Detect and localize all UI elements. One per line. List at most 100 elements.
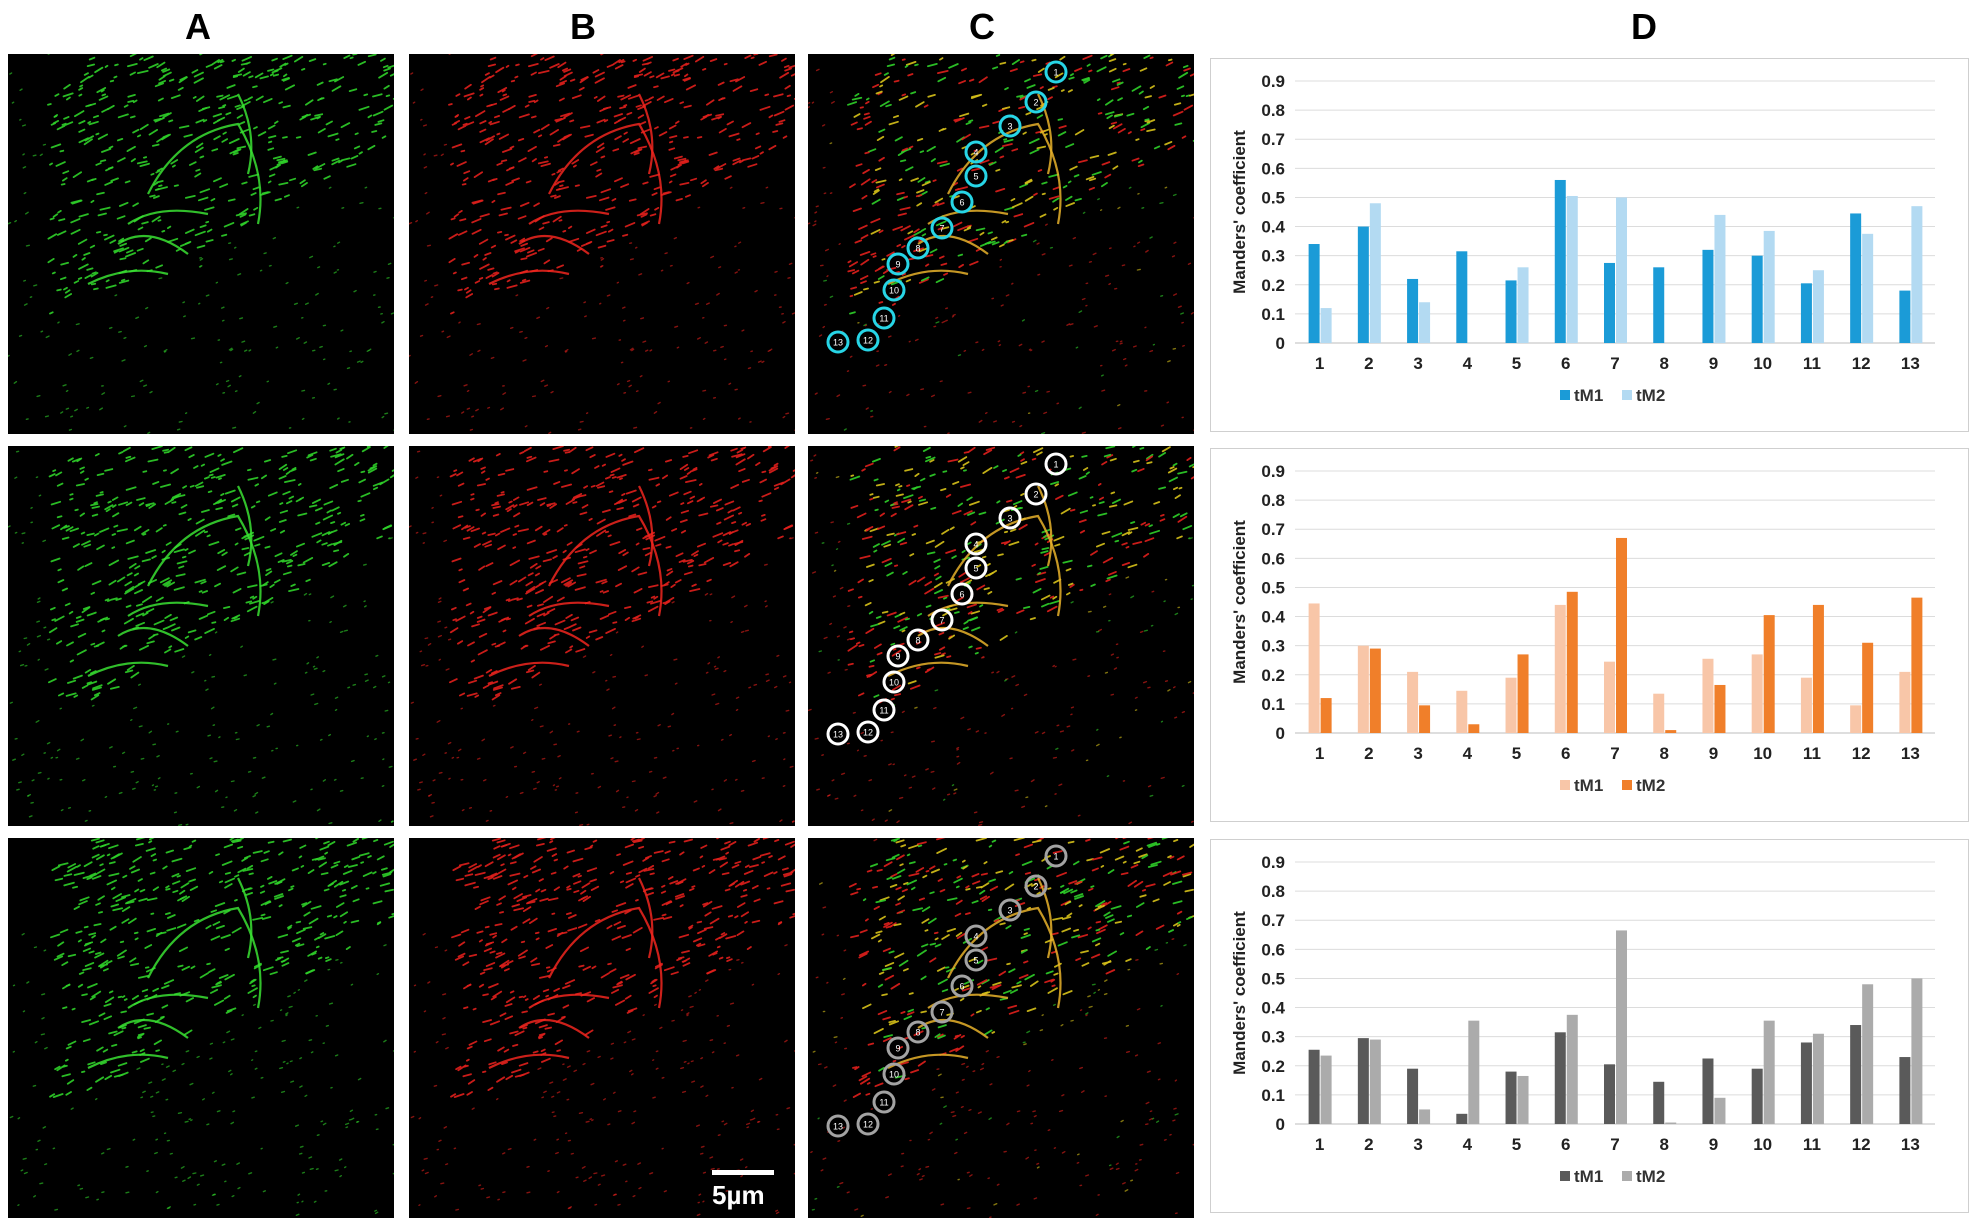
y-tick-label-0.2: 0.2 (1261, 666, 1285, 685)
x-tick-label-12: 12 (1852, 354, 1871, 373)
filament-4 (638, 485, 654, 567)
x-tick-label-13: 13 (1901, 1135, 1920, 1154)
bar-tM1-4 (1456, 1113, 1468, 1124)
y-tick-label-0.9: 0.9 (1261, 853, 1285, 872)
roi-ring-10 (882, 278, 906, 302)
roi-ring-6 (950, 974, 974, 998)
filament-3 (518, 1018, 590, 1039)
roi-number-10: 10 (889, 286, 899, 296)
legend-swatch-tM1 (1560, 780, 1570, 790)
y-axis-label: Manders' coefficient (1230, 911, 1249, 1075)
x-tick-label-3: 3 (1413, 1135, 1422, 1154)
roi-ring-1 (1044, 844, 1068, 868)
bar-tM2-9 (1714, 1097, 1726, 1124)
micrograph-row1-col1 (8, 54, 394, 434)
legend-swatch-tM2 (1622, 780, 1632, 790)
chart-2-svg: 0 0.1 0.2 0.3 0.4 0.5 0.6 0.7 0.8 0.9 Manders' coe… (1230, 462, 1935, 795)
roi-ring-2 (1024, 90, 1048, 114)
micrograph-row3-col3: 1 2 3 4 5 6 7 8 9 10 11 12 13 (808, 838, 1194, 1218)
roi-ring-3 (998, 898, 1022, 922)
roi-number-6: 6 (959, 982, 964, 992)
micrograph-svg-row2-col1 (8, 446, 394, 826)
scale-bar-label: 5µm (712, 1180, 765, 1210)
y-tick-label-0.9: 0.9 (1261, 462, 1285, 481)
x-tick-label-8: 8 (1659, 744, 1668, 763)
roi-ring-6 (950, 190, 974, 214)
roi-ring-4 (964, 924, 988, 948)
bar-tM2-1 (1320, 308, 1332, 343)
bar-tM1-1 (1308, 244, 1320, 343)
bar-tM1-13 (1899, 1057, 1911, 1124)
x-tick-label-11: 11 (1803, 744, 1821, 763)
bar-tM2-5 (1517, 267, 1529, 343)
bar-tM2-6 (1566, 1014, 1578, 1124)
bar-tM1-13 (1899, 671, 1911, 733)
bar-tM2-1 (1320, 698, 1332, 733)
roi-ring-7 (930, 608, 954, 632)
bar-tM1-12 (1850, 213, 1862, 343)
bar-tM1-10 (1751, 654, 1763, 733)
roi-number-11: 11 (879, 1098, 888, 1108)
y-tick-label-0.1: 0.1 (1261, 695, 1285, 714)
roi-ring-7 (930, 216, 954, 240)
bar-tM2-3 (1419, 705, 1431, 733)
x-tick-label-9: 9 (1709, 354, 1718, 373)
bar-tM2-8 (1665, 1122, 1677, 1124)
roi-number-13: 13 (833, 338, 843, 348)
x-tick-label-3: 3 (1413, 744, 1422, 763)
x-tick-label-9: 9 (1709, 1135, 1718, 1154)
y-tick-label-0.2: 0.2 (1261, 1057, 1285, 1076)
roi-number-9: 9 (895, 260, 900, 270)
chart-1: 0 0.1 0.2 0.3 0.4 0.5 0.6 0.7 0.8 0.9 Manders' coe… (1210, 58, 1969, 432)
bar-tM1-5 (1505, 1071, 1517, 1124)
x-tick-label-8: 8 (1659, 354, 1668, 373)
bar-tM2-11 (1812, 270, 1824, 343)
bar-tM2-13 (1911, 597, 1923, 733)
x-tick-label-6: 6 (1561, 744, 1570, 763)
bar-tM2-9 (1714, 684, 1726, 733)
roi-number-3: 3 (1007, 514, 1012, 524)
x-tick-label-10: 10 (1753, 354, 1772, 373)
filament-2 (528, 209, 610, 225)
column-label-d: D (1631, 6, 1657, 47)
bar-tM2-12 (1862, 233, 1874, 343)
roi-number-13: 13 (833, 730, 843, 740)
x-tick-label-3: 3 (1413, 354, 1422, 373)
x-tick-label-6: 6 (1561, 354, 1570, 373)
micrograph-row2-col3: 1 2 3 4 5 6 7 8 9 10 11 12 13 (808, 446, 1194, 826)
bar-tM2-5 (1517, 1075, 1529, 1124)
roi-number-5: 5 (973, 956, 978, 966)
bar-tM1-9 (1702, 658, 1714, 733)
roi-ring-5 (964, 556, 988, 580)
roi-ring-3 (998, 506, 1022, 530)
bar-tM2-4 (1468, 1020, 1480, 1124)
filament-2 (528, 601, 610, 617)
x-tick-label-7: 7 (1610, 354, 1619, 373)
roi-number-4: 4 (973, 932, 978, 942)
y-tick-label-0.6: 0.6 (1261, 549, 1285, 568)
bar-tM2-12 (1862, 984, 1874, 1124)
y-tick-label-0: 0 (1276, 724, 1285, 743)
y-tick-label-0.3: 0.3 (1261, 247, 1285, 266)
y-tick-label-0.4: 0.4 (1261, 999, 1285, 1018)
bar-tM1-6 (1554, 179, 1566, 343)
roi-ring-8 (906, 236, 930, 260)
filament-5 (488, 1053, 570, 1069)
legend-swatch-tM1 (1560, 1171, 1570, 1181)
y-tick-label-0.5: 0.5 (1261, 969, 1285, 988)
roi-ring-9 (886, 252, 910, 276)
bar-tM1-4 (1456, 690, 1468, 733)
micrograph-row1-col3: 1 2 3 4 5 6 7 8 9 10 11 12 13 (808, 54, 1194, 434)
filament-3 (518, 234, 590, 255)
roi-number-12: 12 (863, 1120, 873, 1130)
roi-ring-6 (950, 582, 974, 606)
bar-tM1-2 (1357, 1038, 1369, 1124)
roi-number-7: 7 (939, 1008, 944, 1018)
roi-ring-4 (964, 532, 988, 556)
bar-tM1-8 (1653, 267, 1665, 343)
filament-5 (488, 269, 570, 285)
y-tick-label-0.4: 0.4 (1261, 218, 1285, 237)
micrograph-row3-col1 (8, 838, 394, 1218)
chart-1-svg: 0 0.1 0.2 0.3 0.4 0.5 0.6 0.7 0.8 0.9 Manders' coe… (1230, 72, 1935, 405)
bar-tM1-1 (1308, 1049, 1320, 1124)
